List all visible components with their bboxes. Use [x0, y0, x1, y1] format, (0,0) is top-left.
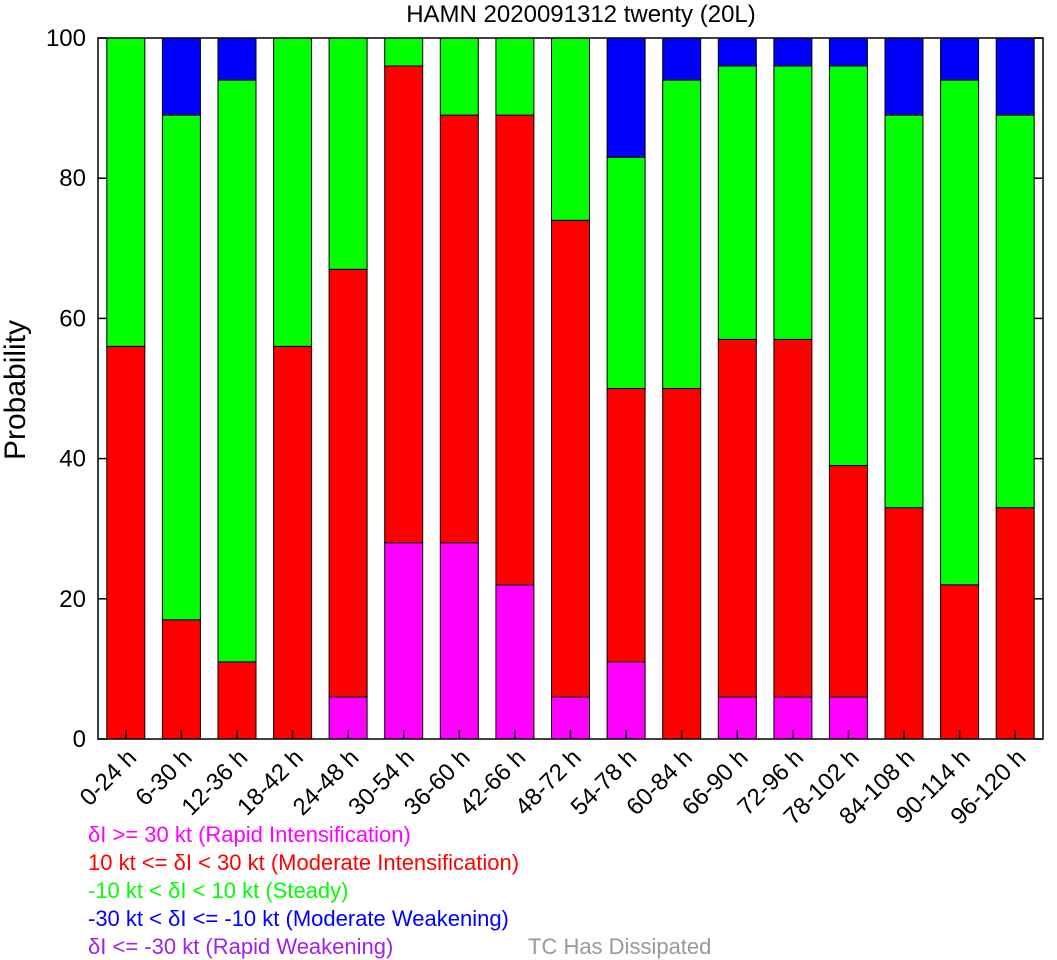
bar-segment-steady-30-54-h	[384, 37, 424, 67]
bar-segment-moderate-intensification-84-108-h	[884, 507, 924, 740]
bar-segment-moderate-intensification-78-102-h	[828, 465, 868, 698]
y-tick-label-80: 80	[59, 165, 86, 192]
bar-segment-steady-66-90-h	[717, 65, 757, 340]
y-tick-label-20: 20	[59, 586, 86, 613]
bar-segment-moderate-intensification-66-90-h	[717, 338, 757, 698]
bar-segment-moderate-intensification-30-54-h	[384, 65, 424, 544]
bar-segment-steady-42-66-h	[495, 37, 535, 116]
legend-entry-rapid-intensification: δI >= 30 kt (Rapid Intensification)	[88, 822, 411, 847]
bar-segment-moderate-intensification-0-24-h	[106, 345, 146, 740]
bar-segment-moderate-intensification-12-36-h	[217, 661, 257, 740]
x-tick-label-0-24-h: 0-24 h	[75, 744, 142, 811]
y-tick-label-100: 100	[46, 25, 86, 52]
bar-segment-moderate-weakening-78-102-h	[828, 37, 868, 67]
bar-segment-moderate-intensification-18-42-h	[273, 345, 313, 740]
bar-segment-moderate-weakening-12-36-h	[217, 37, 257, 81]
bar-segment-moderate-intensification-96-120-h	[995, 507, 1035, 740]
y-axis-label: Probability	[0, 320, 32, 460]
bar-segment-moderate-weakening-72-96-h	[773, 37, 813, 67]
legend: δI >= 30 kt (Rapid Intensification) 10 k…	[88, 822, 711, 959]
bar-segment-rapid-intensification-30-54-h	[384, 542, 424, 740]
legend-entry-rapid-weakening: δI <= -30 kt (Rapid Weakening)	[88, 934, 393, 959]
bar-segment-steady-96-120-h	[995, 114, 1035, 509]
bar-segment-moderate-intensification-24-48-h	[328, 268, 368, 698]
bar-segment-rapid-intensification-36-60-h	[439, 542, 479, 740]
bar-segment-moderate-weakening-90-114-h	[940, 37, 980, 81]
bar-segment-moderate-intensification-60-84-h	[662, 388, 702, 740]
bar-segment-steady-48-72-h	[551, 37, 590, 221]
bar-segment-rapid-intensification-54-78-h	[606, 661, 646, 740]
legend-entry-tc-dissipated: TC Has Dissipated	[528, 934, 711, 959]
bar-segment-moderate-intensification-48-72-h	[551, 219, 590, 698]
bar-segment-moderate-weakening-60-84-h	[662, 37, 702, 81]
bar-segment-moderate-intensification-6-30-h	[161, 619, 201, 740]
bar-segment-moderate-intensification-72-96-h	[773, 338, 813, 698]
legend-entry-steady: -10 kt < δI < 10 kt (Steady)	[88, 878, 348, 903]
bar-segment-steady-72-96-h	[773, 65, 813, 340]
bar-segment-moderate-weakening-6-30-h	[161, 37, 201, 116]
bar-segment-steady-84-108-h	[884, 114, 924, 509]
bar-segment-steady-36-60-h	[439, 37, 479, 116]
bar-segment-steady-78-102-h	[828, 65, 868, 467]
y-tick-label-40: 40	[59, 446, 86, 473]
bar-segment-steady-24-48-h	[328, 37, 368, 270]
y-tick-label-0: 0	[73, 726, 86, 753]
bar-segment-steady-6-30-h	[161, 114, 201, 621]
legend-entry-moderate-weakening: -30 kt < δI <= -10 kt (Moderate Weakenin…	[88, 906, 509, 931]
y-axis: 0 20 40 60 80 100	[46, 25, 1043, 753]
bar-segment-moderate-intensification-54-78-h	[606, 388, 646, 663]
bar-segment-moderate-weakening-96-120-h	[995, 37, 1035, 116]
bar-segment-moderate-intensification-90-114-h	[940, 584, 980, 740]
y-tick-label-60: 60	[59, 305, 86, 332]
chart-title: HAMN 2020091312 twenty (20L)	[406, 1, 756, 28]
bar-segment-steady-54-78-h	[606, 156, 646, 389]
x-axis: 0-24 h6-30 h12-36 h18-42 h24-48 h30-54 h…	[75, 730, 1031, 830]
bar-segment-moderate-intensification-42-66-h	[495, 114, 535, 586]
bar-segment-steady-12-36-h	[217, 79, 257, 663]
bar-segment-moderate-intensification-36-60-h	[439, 114, 479, 544]
bar-segment-moderate-weakening-54-78-h	[606, 37, 646, 158]
bars-group	[106, 37, 1035, 740]
bar-segment-steady-90-114-h	[940, 79, 980, 586]
bar-segment-moderate-weakening-84-108-h	[884, 37, 924, 116]
bar-segment-rapid-intensification-42-66-h	[495, 584, 535, 740]
bar-segment-steady-0-24-h	[106, 37, 146, 347]
legend-entry-moderate-intensification: 10 kt <= δI < 30 kt (Moderate Intensific…	[88, 850, 519, 875]
bar-segment-steady-18-42-h	[273, 37, 313, 347]
bar-segment-moderate-weakening-66-90-h	[717, 37, 757, 67]
bar-segment-steady-60-84-h	[662, 79, 702, 389]
